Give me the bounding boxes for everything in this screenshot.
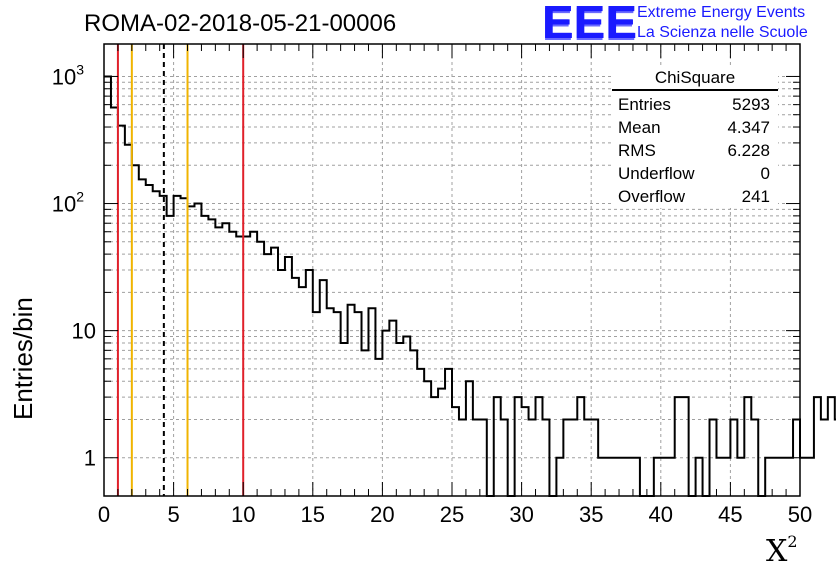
y-tick-label: 1 — [84, 446, 96, 471]
x-tick-label: 20 — [370, 502, 394, 527]
x-tick-label: 30 — [509, 502, 533, 527]
stats-box: ChiSquare Entries 5293 Mean 4.347 RMS 6.228… — [612, 68, 778, 208]
x-tick-label: 40 — [649, 502, 673, 527]
stats-row-mean: Mean 4.347 — [618, 118, 770, 137]
logo-tagline-1: Extreme Energy Events — [637, 4, 806, 21]
x-tick-label: 45 — [718, 502, 742, 527]
x-axis-label: X2 — [766, 532, 798, 569]
logo-tagline-2: La Scienza nelle Scuole — [637, 24, 808, 41]
stats-title: ChiSquare — [612, 68, 778, 91]
eee-logo: EEE — [542, 0, 638, 48]
x-tick-label: 0 — [98, 502, 110, 527]
stats-row-overflow: Overflow 241 — [618, 187, 770, 206]
x-tick-label: 15 — [301, 502, 325, 527]
histogram-line — [104, 75, 836, 497]
stats-row-underflow: Underflow 0 — [618, 164, 770, 183]
stats-row-entries: Entries 5293 — [618, 95, 770, 114]
y-tick-label: 103 — [52, 61, 84, 89]
x-tick-label: 50 — [788, 502, 812, 527]
x-tick-label: 5 — [167, 502, 179, 527]
y-tick-label: 102 — [52, 189, 84, 217]
x-tick-label: 10 — [231, 502, 255, 527]
x-tick-label: 25 — [440, 502, 464, 527]
stats-row-rms: RMS 6.228 — [618, 141, 770, 160]
x-tick-label: 35 — [579, 502, 603, 527]
chart-title: ROMA-02-2018-05-21-00006 — [84, 10, 397, 37]
y-tick-label: 10 — [72, 319, 96, 344]
